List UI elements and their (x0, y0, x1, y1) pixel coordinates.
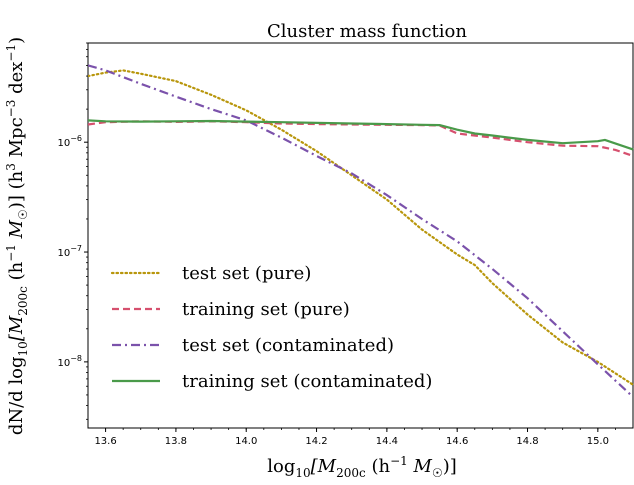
series-layer (88, 64, 634, 398)
x-tick-label: 14.0 (235, 436, 257, 447)
x-axis-label: log10[M200c (h−1 M☉)] (267, 454, 457, 480)
x-tick-label: 14.6 (446, 436, 468, 447)
x-tick-label: 13.8 (165, 436, 187, 447)
series-line-1 (88, 69, 634, 386)
legend-entry: test set (contaminated) (182, 335, 394, 356)
y-tick-label: 10−7 (57, 244, 82, 259)
x-tick-label: 14.8 (516, 436, 538, 447)
plot-frame (87, 42, 634, 429)
y-tick-label: 10−8 (57, 354, 82, 369)
series-line-3 (88, 64, 634, 398)
series-line-4 (88, 119, 634, 151)
legend-entry: test set (pure) (182, 263, 311, 284)
x-tick-label: 14.2 (305, 436, 327, 447)
axis-ticks: 13.6 13.8 14.0 14.2 14.4 14.6 14.8 15.0 10−8 10−7… (57, 42, 616, 447)
y-tick-label: 10−6 (57, 134, 82, 149)
series-line-2 (88, 120, 634, 157)
legend-entry: training set (contaminated) (182, 371, 432, 392)
legend: test set (pure) training set (pure) test s… (110, 263, 432, 392)
legend-entry: training set (pure) (182, 299, 350, 320)
x-tick-label: 15.0 (587, 436, 609, 447)
x-tick-label: 14.4 (376, 436, 398, 447)
chart-title: Cluster mass function (267, 21, 467, 42)
x-tick-label: 13.6 (94, 436, 116, 447)
y-axis-label: dN/d log10[M200c (h−1 M☉)] (h3 Mpc−3 dex… (4, 37, 30, 435)
